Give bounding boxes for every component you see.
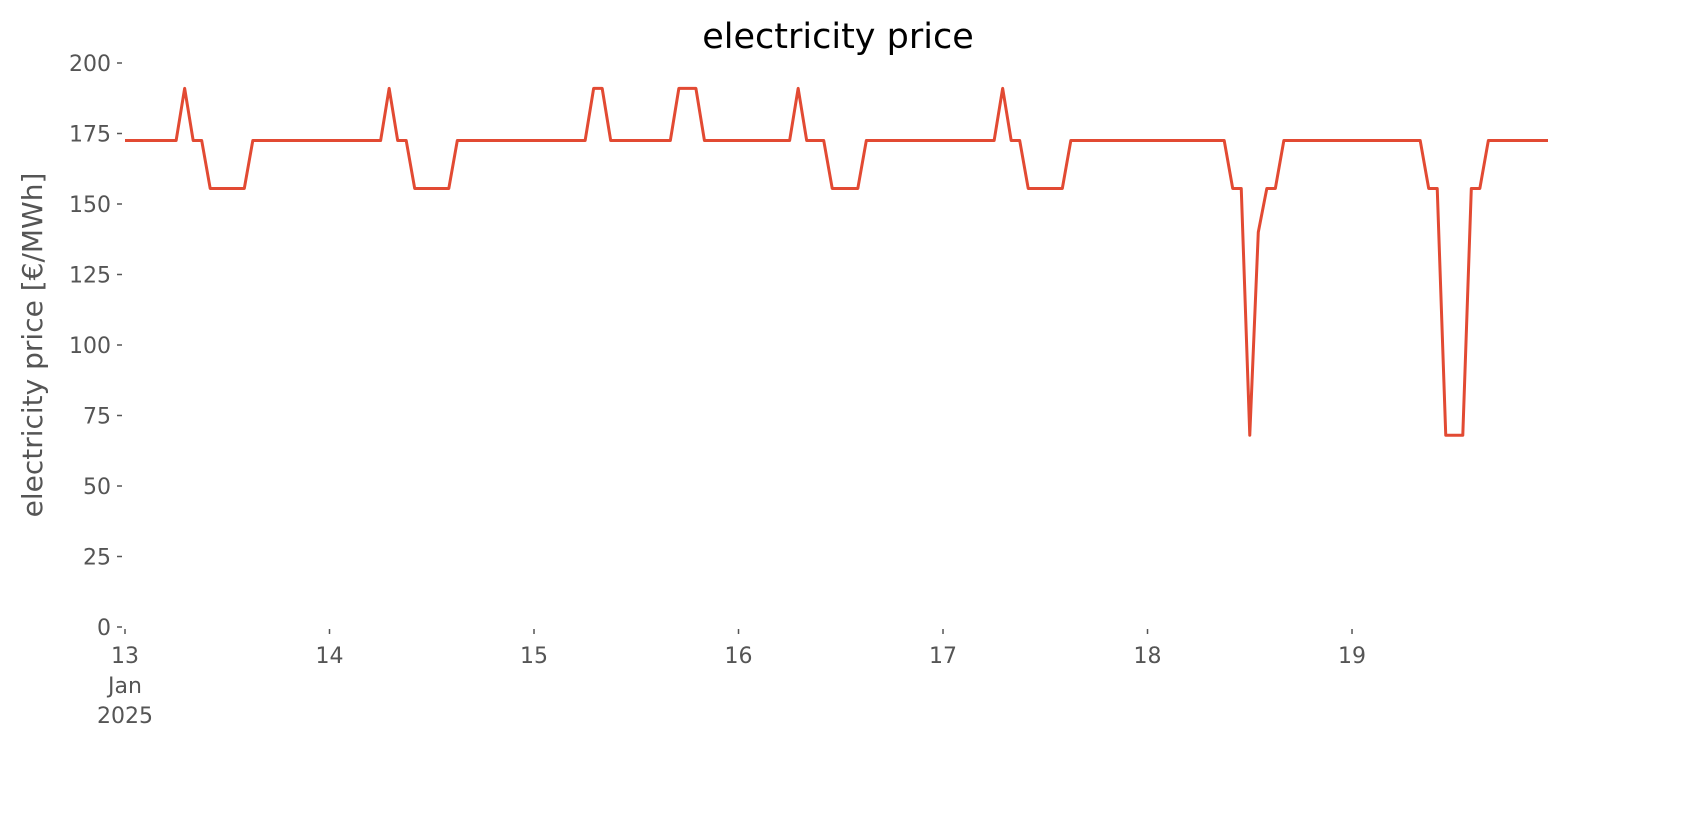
price-line [125, 86, 1548, 437]
y-tick-label: 150 [69, 193, 111, 218]
x-tick-sublabel: 2025 [97, 704, 153, 729]
x-tick-label: 16 [725, 644, 753, 669]
x-tick-label: 17 [929, 644, 957, 669]
y-tick-label: 0 [97, 616, 111, 641]
y-tick-label: 100 [69, 334, 111, 359]
y-tick-label: 200 [69, 52, 111, 77]
chart-title: electricity price [702, 17, 974, 57]
y-tick-label: 75 [83, 405, 111, 430]
x-tick-label: 14 [316, 644, 344, 669]
y-tick-label: 125 [69, 264, 111, 289]
y-tick-label: 175 [69, 123, 111, 148]
y-axis-label: electricity price [€/MWh] [16, 173, 49, 518]
x-tick-sublabel: Jan [106, 674, 142, 699]
x-tick-label: 13 [111, 644, 139, 669]
y-tick-label: 25 [83, 546, 111, 571]
y-tick-label: 50 [83, 475, 111, 500]
x-tick-label: 18 [1134, 644, 1162, 669]
x-tick-label: 19 [1338, 644, 1366, 669]
x-tick-label: 15 [520, 644, 548, 669]
